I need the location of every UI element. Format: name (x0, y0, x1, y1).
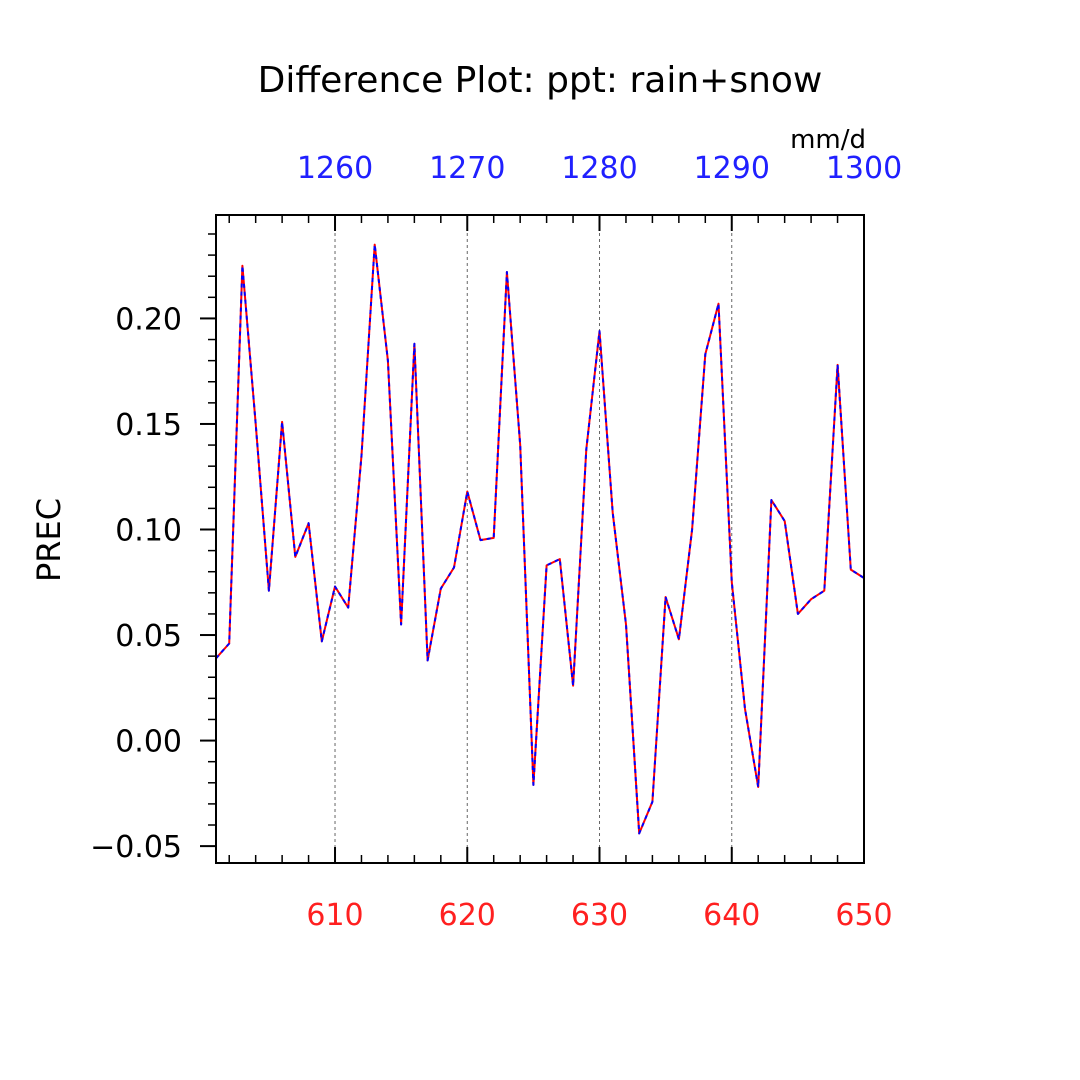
x-tick-label: 610 (306, 898, 363, 933)
x-tick-label: 630 (571, 898, 628, 933)
major-ticks (200, 215, 865, 863)
top-x-tick-label: 1290 (694, 151, 770, 186)
chart-title: Difference Plot: ppt: rain+snow (258, 60, 823, 101)
y-tick-label: 0.20 (115, 302, 182, 337)
series-lines (215, 243, 865, 835)
top-x-tick-label: 1280 (561, 151, 637, 186)
y-tick-label: 0.10 (115, 514, 182, 549)
grid-lines (334, 215, 733, 863)
tick-labels: 610 620 630 640 650 1260 1270 1280 1290 1300 −0.05… (90, 151, 902, 933)
x-tick-label: 640 (703, 898, 760, 933)
plot-frame (215, 214, 865, 864)
series-line-2 (215, 243, 865, 835)
y-tick-label: 0.05 (115, 619, 182, 654)
units-label: mm/d (790, 125, 866, 155)
x-tick-label: 650 (835, 898, 892, 933)
y-tick-label: 0.00 (115, 725, 182, 760)
top-x-tick-label: 1300 (826, 151, 902, 186)
x-tick-label: 620 (439, 898, 496, 933)
top-x-tick-label: 1270 (429, 151, 505, 186)
y-axis-label: PREC (30, 498, 68, 582)
y-tick-label: −0.05 (90, 830, 182, 865)
minor-ticks (208, 215, 839, 863)
series-line-1 (215, 243, 865, 835)
top-x-tick-label: 1260 (297, 151, 373, 186)
y-tick-label: 0.15 (115, 408, 182, 443)
